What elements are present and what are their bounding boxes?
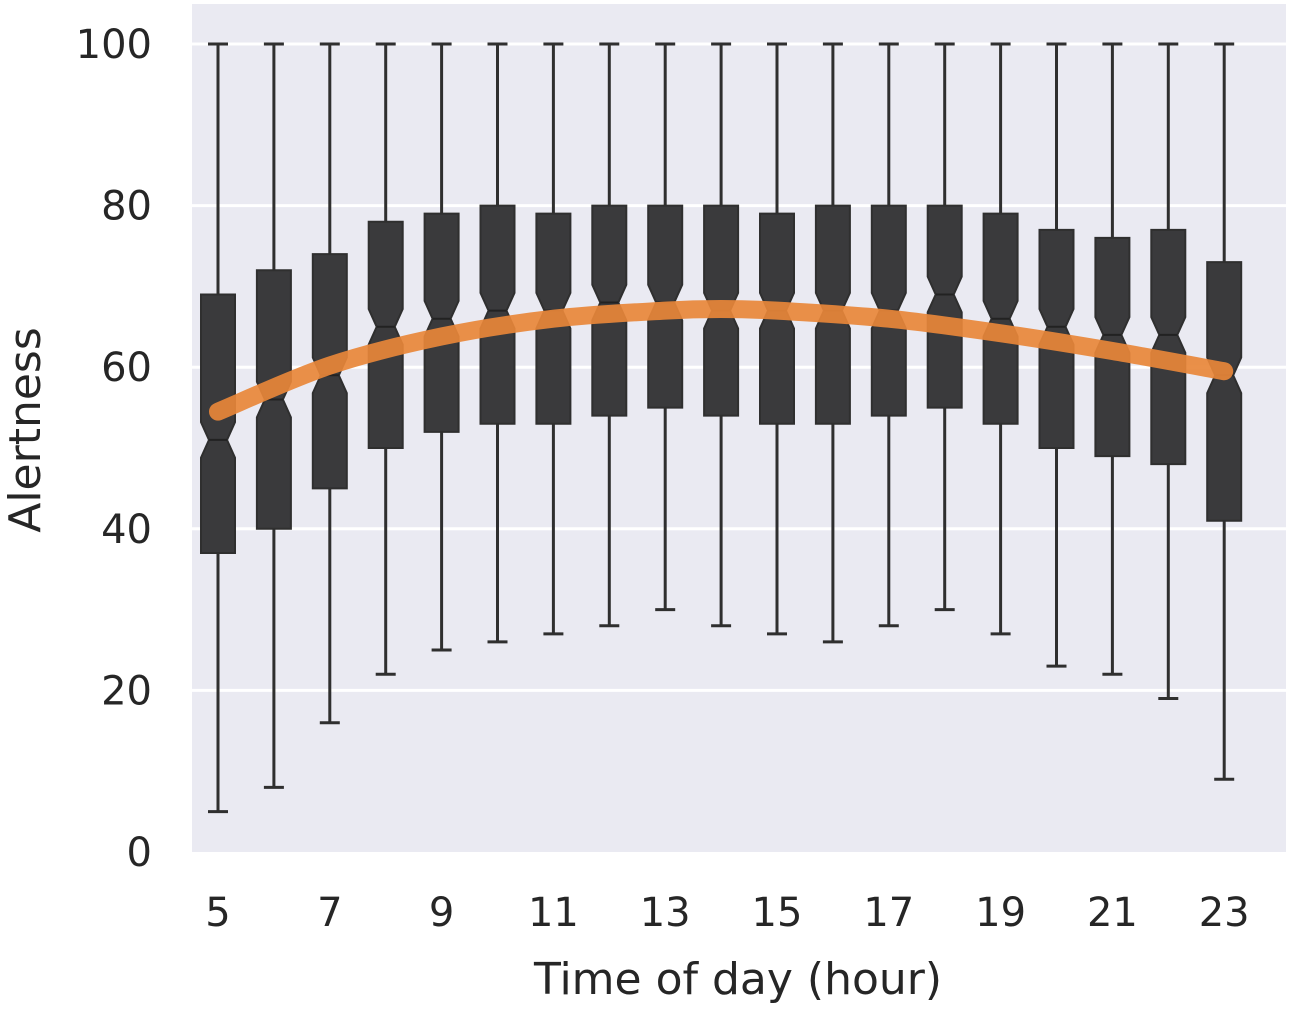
box-body: [1206, 261, 1243, 522]
y-axis-label: Alertness: [0, 327, 51, 533]
y-tick-label: 80: [101, 184, 152, 230]
x-tick-label: 19: [975, 890, 1026, 936]
x-tick-label: 21: [1087, 890, 1138, 936]
x-tick-label: 15: [752, 890, 803, 936]
box-body: [423, 212, 460, 433]
y-tick-label: 20: [101, 668, 152, 714]
x-tick-label: 9: [429, 890, 454, 936]
box-body: [1150, 228, 1187, 466]
x-tick-label: 23: [1199, 890, 1250, 936]
x-tick-labels: 5 7 9 11 13 15 17 19 21 23: [205, 890, 1249, 936]
box-hour-6: [255, 42, 292, 789]
y-tick-label: 40: [101, 507, 152, 553]
x-axis-label: Time of day (hour): [533, 954, 942, 1005]
y-tick-labels: 0 20 40 60 80 100: [76, 22, 152, 876]
x-tick-label: 5: [205, 890, 230, 936]
box-hour-5: [200, 42, 236, 814]
y-tick-label: 60: [101, 345, 152, 391]
box-hour-22: [1150, 42, 1187, 700]
box-body: [367, 220, 404, 449]
box-series: [200, 42, 1243, 814]
x-tick-label: 11: [528, 890, 579, 936]
box-body: [200, 293, 236, 555]
box-hour-23: [1206, 42, 1243, 781]
box-hour-10: [479, 42, 516, 644]
box-hour-18: [926, 42, 963, 612]
y-tick-label: 0: [127, 830, 152, 876]
box-body: [926, 204, 963, 409]
trend-line: [209, 300, 1234, 421]
x-tick-label: 13: [640, 890, 691, 936]
box-hour-8: [367, 42, 404, 676]
x-tick-label: 7: [317, 890, 342, 936]
box-hour-9: [423, 42, 460, 652]
x-tick-label: 17: [863, 890, 914, 936]
box-body: [479, 204, 516, 425]
y-tick-label: 100: [76, 22, 152, 68]
